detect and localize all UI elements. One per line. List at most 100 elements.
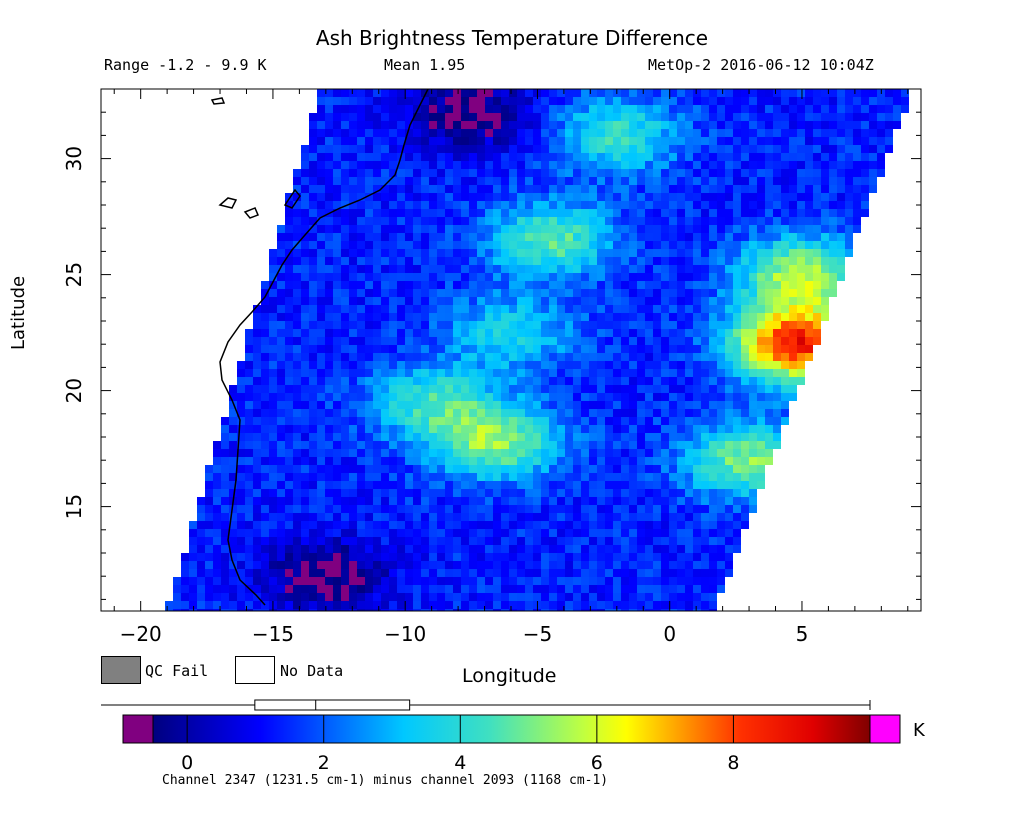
heatmap-cell <box>565 113 573 121</box>
heatmap-cell <box>221 433 229 441</box>
heatmap-cell <box>277 289 285 297</box>
heatmap-cell <box>333 449 341 457</box>
heatmap-cell <box>341 361 349 369</box>
heatmap-cell <box>557 433 565 441</box>
heatmap-cell <box>789 177 797 185</box>
heatmap-cell <box>781 321 789 329</box>
heatmap-cell <box>325 521 333 529</box>
heatmap-cell <box>597 561 605 569</box>
heatmap-cell <box>445 345 453 353</box>
heatmap-cell <box>837 241 845 249</box>
heatmap-cell <box>661 537 669 545</box>
heatmap-cell <box>381 313 389 321</box>
heatmap-cell <box>613 385 621 393</box>
heatmap-cell <box>309 425 317 433</box>
heatmap-cell <box>381 105 389 113</box>
heatmap-cell <box>773 225 781 233</box>
heatmap-cell <box>549 425 557 433</box>
heatmap-cell <box>629 265 637 273</box>
heatmap-cell <box>357 393 365 401</box>
heatmap-cell <box>461 505 469 513</box>
heatmap-cell <box>629 97 637 105</box>
heatmap-cell <box>429 273 437 281</box>
heatmap-cell <box>389 89 397 97</box>
heatmap-cell <box>597 265 605 273</box>
heatmap-cell <box>717 497 725 505</box>
heatmap-cell <box>669 417 677 425</box>
heatmap-cell <box>373 457 381 465</box>
heatmap-cell <box>333 513 341 521</box>
heatmap-cell <box>325 297 333 305</box>
heatmap-cell <box>541 609 549 611</box>
heatmap-cell <box>549 273 557 281</box>
heatmap-cell <box>285 505 293 513</box>
heatmap-cell <box>845 217 853 225</box>
heatmap-cell <box>765 297 773 305</box>
heatmap-cell <box>613 193 621 201</box>
heatmap-cell <box>677 409 685 417</box>
heatmap-cell <box>333 409 341 417</box>
heatmap-cell <box>397 137 405 145</box>
heatmap-cell <box>341 537 349 545</box>
heatmap-cell <box>541 369 549 377</box>
heatmap-cell <box>357 585 365 593</box>
heatmap-cell <box>693 217 701 225</box>
heatmap-cell <box>213 457 221 465</box>
heatmap-cell <box>629 201 637 209</box>
heatmap-cell <box>317 209 325 217</box>
heatmap-cell <box>589 345 597 353</box>
heatmap-cell <box>485 489 493 497</box>
heatmap-cell <box>493 257 501 265</box>
heatmap-cell <box>357 521 365 529</box>
heatmap-cell <box>549 609 557 611</box>
heatmap-cell <box>621 465 629 473</box>
heatmap-cell <box>365 337 373 345</box>
heatmap-cell <box>661 441 669 449</box>
heatmap-cell <box>285 449 293 457</box>
heatmap-cell <box>789 153 797 161</box>
heatmap-cell <box>557 585 565 593</box>
heatmap-cell <box>517 241 525 249</box>
heatmap-cell <box>781 185 789 193</box>
heatmap-cell <box>741 417 749 425</box>
heatmap-cell <box>709 169 717 177</box>
heatmap-cell <box>381 553 389 561</box>
heatmap-cell <box>661 385 669 393</box>
heatmap-cell <box>221 497 229 505</box>
heatmap-cell <box>645 553 653 561</box>
heatmap-cell <box>685 481 693 489</box>
heatmap-cell <box>573 553 581 561</box>
heatmap-cell <box>549 561 557 569</box>
heatmap-cell <box>349 609 357 611</box>
heatmap-cell <box>597 169 605 177</box>
heatmap-cell <box>765 193 773 201</box>
heatmap-cell <box>365 361 373 369</box>
heatmap-cell <box>245 537 253 545</box>
x-tick-label: −20 <box>120 622 162 646</box>
heatmap-cell <box>285 225 293 233</box>
heatmap-cell <box>605 609 613 611</box>
heatmap-cell <box>381 505 389 513</box>
heatmap-cell <box>421 297 429 305</box>
heatmap-cell <box>589 577 597 585</box>
heatmap-cell <box>645 129 653 137</box>
heatmap-cell <box>389 409 397 417</box>
heatmap-cell <box>685 297 693 305</box>
heatmap-cell <box>365 497 373 505</box>
heatmap-cell <box>325 337 333 345</box>
heatmap-cell <box>565 193 573 201</box>
heatmap-cell <box>837 185 845 193</box>
heatmap-cell <box>701 553 709 561</box>
heatmap-cell <box>613 409 621 417</box>
colorbar-tick-label: 2 <box>318 752 330 774</box>
heatmap-cell <box>453 217 461 225</box>
heatmap-cell <box>709 369 717 377</box>
heatmap-cell <box>349 161 357 169</box>
heatmap-cell <box>645 185 653 193</box>
heatmap-cell <box>717 185 725 193</box>
heatmap-cell <box>469 321 477 329</box>
heatmap-cell <box>845 129 853 137</box>
heatmap-cell <box>285 545 293 553</box>
heatmap-cell <box>789 289 797 297</box>
heatmap-cell <box>717 409 725 417</box>
